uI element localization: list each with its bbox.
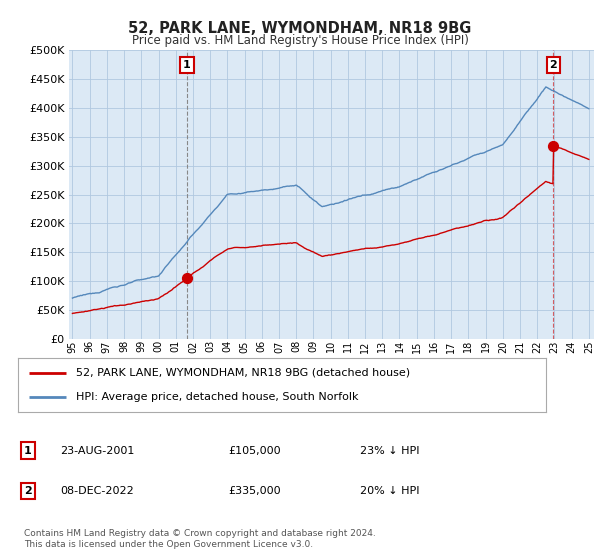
Text: 52, PARK LANE, WYMONDHAM, NR18 9BG (detached house): 52, PARK LANE, WYMONDHAM, NR18 9BG (deta… [76, 368, 410, 378]
Text: 2: 2 [550, 60, 557, 70]
Text: 1: 1 [24, 446, 32, 456]
Point [548, 141, 558, 150]
Text: 08-DEC-2022: 08-DEC-2022 [60, 486, 134, 496]
Text: 1: 1 [183, 60, 191, 70]
Point [182, 274, 192, 283]
Text: 52, PARK LANE, WYMONDHAM, NR18 9BG: 52, PARK LANE, WYMONDHAM, NR18 9BG [128, 21, 472, 36]
Text: 23-AUG-2001: 23-AUG-2001 [60, 446, 134, 456]
Text: £105,000: £105,000 [228, 446, 281, 456]
Text: Price paid vs. HM Land Registry's House Price Index (HPI): Price paid vs. HM Land Registry's House … [131, 34, 469, 46]
Text: Contains HM Land Registry data © Crown copyright and database right 2024.
This d: Contains HM Land Registry data © Crown c… [24, 529, 376, 549]
Text: 20% ↓ HPI: 20% ↓ HPI [360, 486, 419, 496]
Text: 23% ↓ HPI: 23% ↓ HPI [360, 446, 419, 456]
Text: £335,000: £335,000 [228, 486, 281, 496]
Text: HPI: Average price, detached house, South Norfolk: HPI: Average price, detached house, Sout… [76, 392, 359, 402]
Text: 2: 2 [24, 486, 32, 496]
